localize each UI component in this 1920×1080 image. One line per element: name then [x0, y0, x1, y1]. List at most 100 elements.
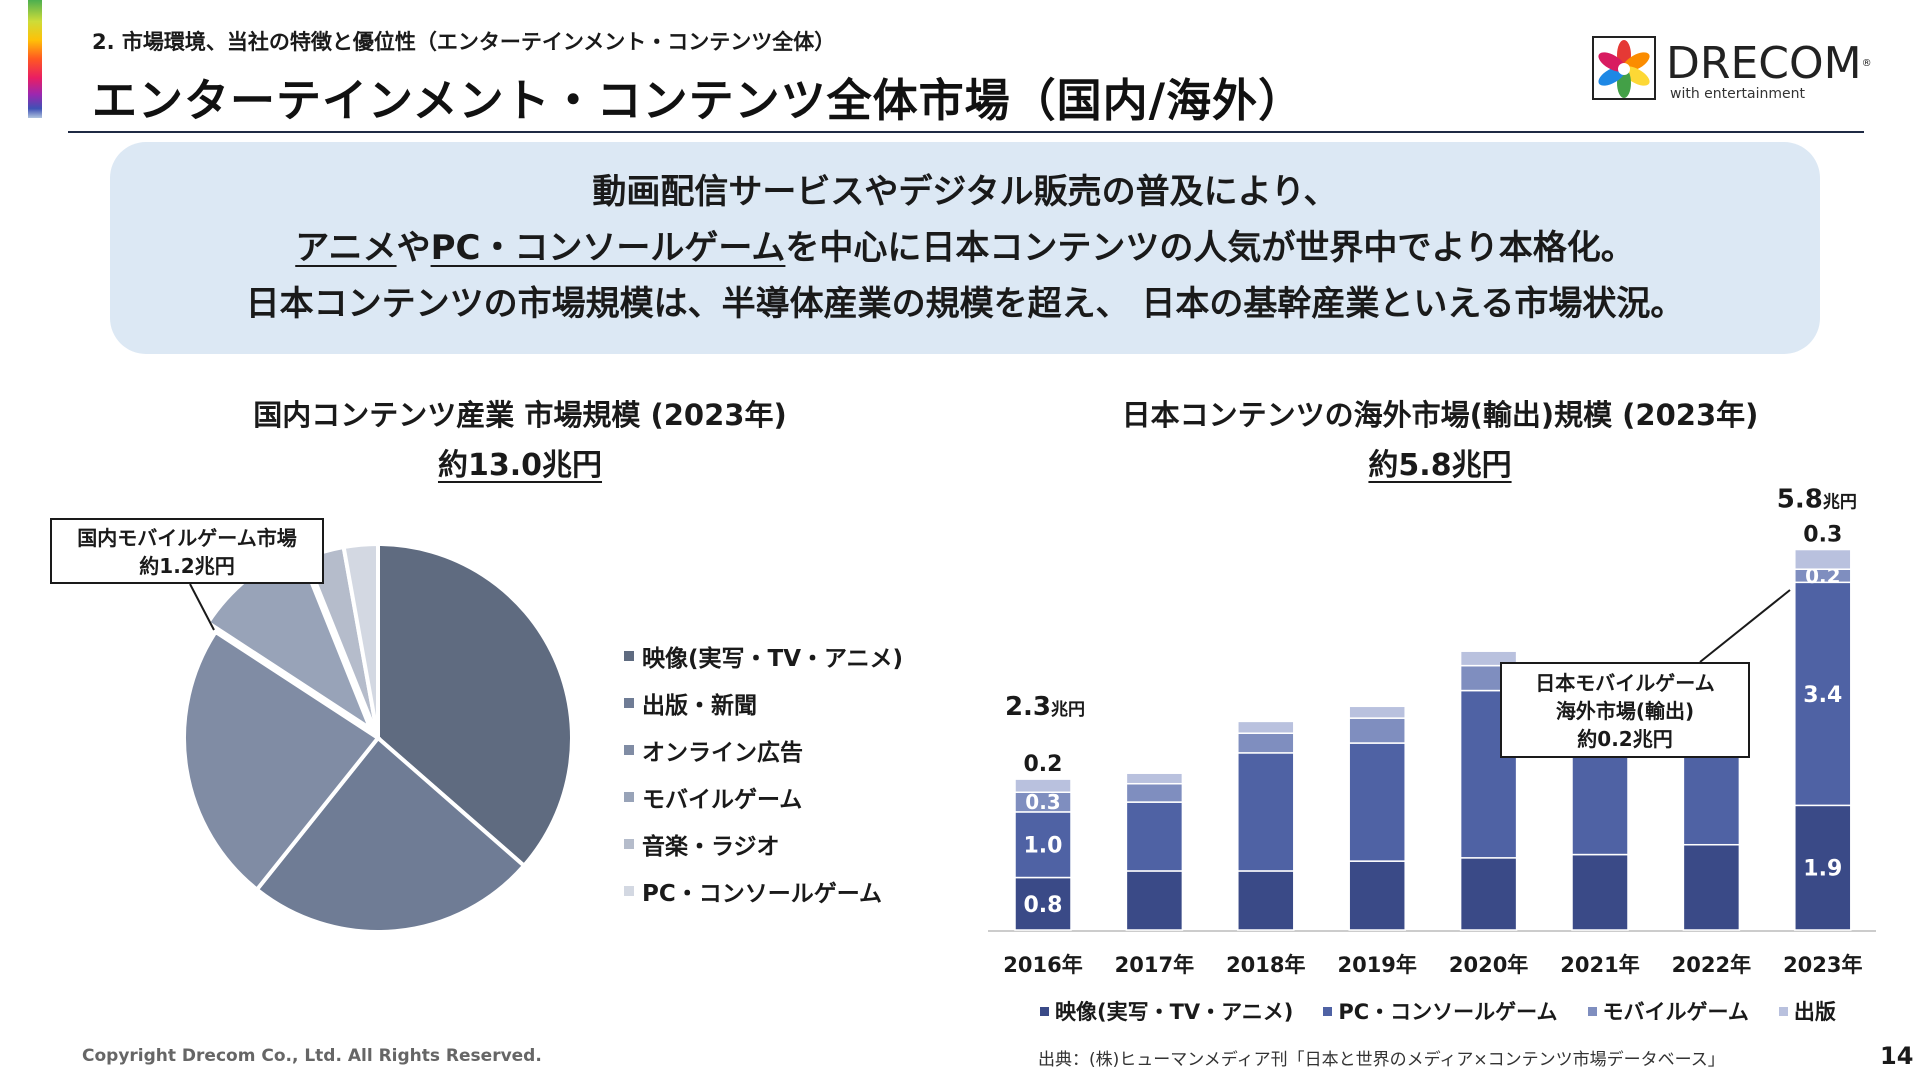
bar-legend-item-1: 映像(実写・TV・アニメ) [1040, 996, 1293, 1026]
legend-label: モバイルゲーム [642, 786, 803, 813]
bar-segment-2-3 [1125, 782, 1184, 803]
legend-label: モバイルゲーム [1602, 1000, 1749, 1024]
bar-segment-8-3 [1794, 568, 1852, 584]
summary-line-1: 動画配信サービスやデジタル販売の普及により、 [592, 172, 1338, 212]
anime-highlight: アニメ [295, 228, 397, 268]
bar-data-label: 0.3 [1803, 523, 1842, 548]
pie-slice-1 [376, 541, 574, 869]
legend-swatch [1778, 1006, 1788, 1016]
bar-segment-1-1 [1014, 876, 1072, 931]
legend-label: PC・コンソールゲーム [1338, 1000, 1558, 1024]
domestic-total: 約13.0兆円 [437, 448, 603, 483]
bar-category-label: 2016年 [1003, 953, 1082, 977]
bar-segment-1-4 [1014, 778, 1072, 793]
bar-segment-3-2 [1237, 752, 1295, 872]
pie-slice-2 [254, 735, 527, 934]
bar-segment-3-1 [1237, 870, 1295, 931]
bar-data-label: 0.2 [1805, 564, 1840, 588]
bar-segment-2-1 [1125, 870, 1184, 931]
breadcrumb: 2. 市場環境、当社の特徴と優位性（エンターテインメント・コンテンツ全体） [92, 30, 836, 54]
legend-swatch [624, 838, 634, 849]
legend-swatch [624, 650, 634, 661]
title-divider [68, 131, 1864, 133]
pc-console-highlight: PC・コンソールゲーム [430, 228, 786, 268]
bar-data-label: 0.3 [1025, 790, 1060, 814]
bar-data-label: 1.9 [1803, 857, 1842, 882]
bar-segment-8-2 [1794, 581, 1852, 807]
bar-category-label: 2018年 [1226, 953, 1305, 977]
bar-segment-3-4 [1237, 720, 1295, 734]
bar-data-label: 1.0 [1024, 834, 1063, 859]
bar-category-label: 2022年 [1672, 953, 1751, 977]
logo-tagline: with entertainment [1670, 86, 1805, 102]
legend-label: PC・コンソールゲーム [642, 880, 883, 907]
summary-line-2: アニメやPC・コンソールゲームを中心に日本コンテンツの人気が世界中でより本格化。 [295, 228, 1635, 268]
logo-wordmark: DRECOM® [1666, 38, 1872, 89]
pie-slice-6 [341, 541, 380, 739]
legend-swatch [624, 885, 634, 896]
bar-category-label: 2020年 [1449, 953, 1528, 977]
domestic-chart-title: 国内コンテンツ産業 市場規模 (2023年) [253, 398, 787, 432]
summary-line-3: 日本コンテンツの市場規模は、半導体産業の規模を超え、 日本の基幹産業といえる市場… [245, 284, 1685, 324]
bar-category-label: 2021年 [1560, 953, 1639, 977]
legend-label: 映像(実写・TV・アニメ) [642, 645, 904, 672]
source-citation: 出典：(株)ヒューマンメディア刊「日本と世界のメディア×コンテンツ市場データベー… [1038, 1050, 1725, 1070]
pie-legend-item-5: 音楽・ラジオ [624, 820, 903, 867]
legend-swatch [1323, 1006, 1333, 1016]
overseas-callout-leader [1699, 589, 1791, 663]
bar-legend-item-4: 出版 [1778, 996, 1836, 1026]
legend-swatch [624, 697, 634, 708]
overseas-mobile-callout: 日本モバイルゲーム 海外市場(輸出) 約0.2兆円 [1500, 662, 1750, 758]
bar-segment-1-3 [1014, 791, 1072, 813]
pie-legend-item-6: PC・コンソールゲーム [624, 867, 903, 914]
bar-segment-7-1 [1682, 843, 1741, 931]
legend-label: 出版・新聞 [642, 692, 757, 719]
bar-segment-4-1 [1348, 860, 1406, 931]
copyright: Copyright Drecom Co., Ltd. All Rights Re… [82, 1046, 542, 1066]
accent-color-bar [28, 0, 42, 118]
bar-segment-6-1 [1571, 853, 1629, 931]
legend-label: 音楽・ラジオ [642, 833, 780, 860]
bar-segment-3-3 [1237, 732, 1295, 754]
bar-data-label: 3.4 [1803, 683, 1842, 708]
overseas-chart-title: 日本コンテンツの海外市場(輸出)規模 (2023年) [1121, 398, 1759, 432]
bar-data-label: 0.8 [1024, 893, 1063, 918]
domestic-callout-leader [189, 583, 215, 631]
overseas-total: 約5.8兆円 [1368, 448, 1512, 483]
bar-segment-8-4 [1794, 548, 1852, 570]
legend-label: 映像(実写・TV・アニメ) [1055, 1000, 1294, 1024]
bar-segment-4-2 [1348, 742, 1406, 862]
summary-callout: 動画配信サービスやデジタル販売の普及により、 アニメやPC・コンソールゲームを中… [110, 142, 1820, 354]
legend-label: オンライン広告 [642, 739, 803, 766]
bar-segment-1-2 [1014, 811, 1072, 879]
bar-legend-item-3: モバイルゲーム [1587, 996, 1749, 1026]
bar-legend-item-2: PC・コンソールゲーム [1323, 996, 1558, 1026]
overseas-bar-legend: 映像(実写・TV・アニメ) PC・コンソールゲーム モバイルゲーム 出版 [1040, 996, 1866, 1026]
legend-label: 出版 [1793, 1000, 1836, 1024]
drecom-logo: DRECOM® with entertainment [1592, 34, 1872, 104]
bar-total-label: 2.3兆円 [1005, 692, 1085, 722]
pie-legend-item-4: モバイルゲーム [624, 773, 903, 820]
legend-swatch [624, 744, 634, 755]
domestic-pie-legend: 映像(実写・TV・アニメ) 出版・新聞オンライン広告 モバイルゲーム 音楽・ラジオ PC… [624, 632, 903, 914]
pie-legend-item-2: 出版・新聞 [624, 679, 903, 726]
bar-category-label: 2019年 [1337, 953, 1416, 977]
domestic-mobile-callout: 国内モバイルゲーム市場 約1.2兆円 [50, 518, 324, 584]
bar-total-label: 5.8兆円 [1777, 485, 1857, 515]
flower-logo-icon [1592, 36, 1656, 100]
legend-swatch [1040, 1006, 1049, 1016]
bar-segment-8-1 [1794, 804, 1852, 931]
page-title: エンターテインメント・コンテンツ全体市場（国内/海外） [92, 74, 1305, 127]
bar-category-label: 2023年 [1783, 953, 1862, 977]
bar-segment-5-1 [1459, 857, 1518, 931]
bar-data-label: 0.2 [1024, 752, 1063, 777]
bar-segment-4-3 [1348, 717, 1406, 744]
pie-legend-item-1: 映像(実写・TV・アニメ) [624, 632, 903, 679]
bar-segment-2-2 [1125, 801, 1184, 872]
pie-slice-3 [182, 629, 381, 893]
pie-legend-item-3: オンライン広告 [624, 726, 903, 773]
legend-swatch [1587, 1006, 1597, 1016]
bar-segment-4-4 [1348, 705, 1406, 719]
legend-swatch [624, 791, 634, 802]
bar-category-label: 2017年 [1115, 953, 1194, 977]
